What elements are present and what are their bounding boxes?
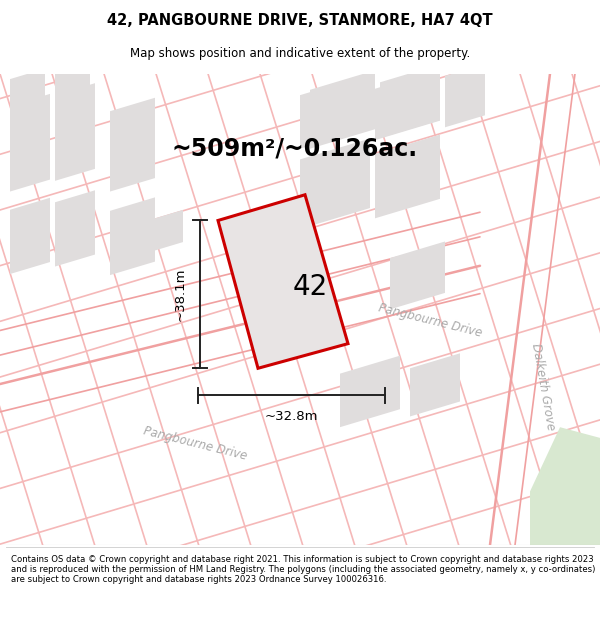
Polygon shape (110, 98, 155, 191)
Text: Contains OS data © Crown copyright and database right 2021. This information is : Contains OS data © Crown copyright and d… (11, 554, 595, 584)
Text: ~509m²/~0.126ac.: ~509m²/~0.126ac. (172, 137, 418, 161)
Polygon shape (10, 69, 45, 132)
Polygon shape (10, 198, 50, 274)
Polygon shape (410, 353, 460, 416)
Polygon shape (445, 64, 485, 127)
Text: Map shows position and indicative extent of the property.: Map shows position and indicative extent… (130, 47, 470, 59)
Text: 42: 42 (293, 273, 328, 301)
Polygon shape (390, 241, 445, 309)
Polygon shape (530, 428, 600, 545)
Polygon shape (300, 139, 370, 229)
Polygon shape (300, 74, 370, 149)
Polygon shape (375, 69, 440, 140)
Polygon shape (375, 134, 440, 218)
Polygon shape (110, 198, 155, 275)
Polygon shape (380, 64, 440, 138)
Polygon shape (155, 210, 183, 251)
Polygon shape (55, 83, 95, 181)
Polygon shape (340, 356, 400, 428)
Text: ~38.1m: ~38.1m (173, 268, 187, 321)
Polygon shape (55, 190, 95, 266)
Text: Pangbourne Drive: Pangbourne Drive (377, 301, 483, 339)
Polygon shape (55, 60, 90, 124)
Text: ~32.8m: ~32.8m (265, 410, 318, 423)
Polygon shape (218, 195, 348, 368)
Polygon shape (310, 71, 375, 149)
Text: Pangbourne Drive: Pangbourne Drive (142, 424, 248, 462)
Polygon shape (10, 94, 50, 191)
Text: Dalkeith Grove: Dalkeith Grove (529, 342, 557, 431)
Text: 42, PANGBOURNE DRIVE, STANMORE, HA7 4QT: 42, PANGBOURNE DRIVE, STANMORE, HA7 4QT (107, 13, 493, 28)
